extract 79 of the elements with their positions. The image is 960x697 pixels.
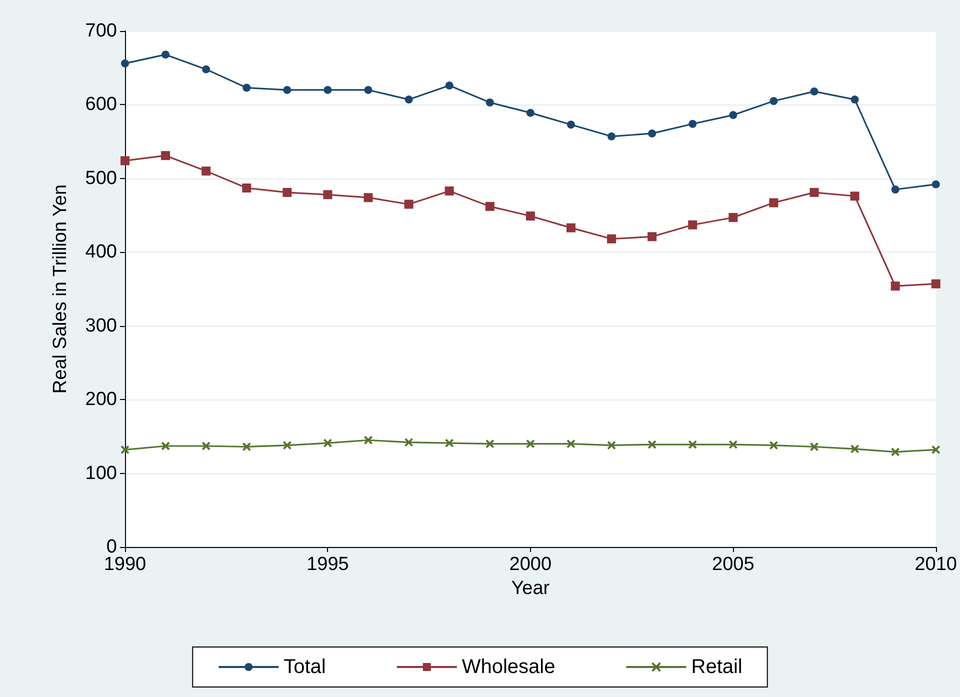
point [566, 120, 575, 129]
point [526, 439, 535, 448]
y-tick-label: 600 [85, 94, 117, 116]
point [891, 185, 900, 194]
point [202, 166, 211, 176]
point [445, 82, 454, 90]
x-axis-title: Year [511, 578, 550, 599]
y-tick-label: 500 [85, 168, 117, 189]
point [770, 97, 778, 106]
point [688, 120, 697, 128]
point [485, 439, 494, 448]
point [810, 442, 819, 452]
point [485, 202, 494, 211]
point [931, 445, 940, 454]
point [688, 220, 698, 230]
point [769, 198, 778, 208]
x-tick-label: 2005 [712, 554, 754, 575]
x-tick-label: 2010 [914, 554, 958, 575]
point [648, 129, 656, 138]
point [931, 279, 940, 288]
point [486, 98, 494, 106]
point [526, 212, 535, 221]
point [283, 86, 292, 94]
point [404, 96, 413, 104]
point [932, 180, 940, 188]
legend-label: Wholesale [462, 656, 556, 678]
point [850, 192, 860, 201]
point [242, 184, 252, 193]
point [323, 190, 332, 200]
point [364, 86, 372, 94]
point [566, 439, 576, 448]
legend-label: Retail [691, 656, 742, 678]
point [728, 212, 738, 222]
point [282, 440, 292, 450]
point [120, 156, 130, 166]
point [769, 440, 778, 450]
point [566, 223, 576, 232]
y-tick-label: 200 [85, 389, 117, 410]
point [890, 447, 900, 456]
legend-label: Total [284, 656, 326, 678]
point [404, 438, 414, 447]
point [688, 440, 698, 450]
point [404, 200, 414, 209]
point [810, 87, 818, 96]
point [121, 59, 129, 68]
y-axis-title: Real Sales in Trillion Yen [50, 184, 71, 394]
point [324, 86, 332, 94]
point [202, 442, 211, 451]
point [810, 188, 819, 197]
x-tick-label: 1995 [306, 554, 349, 575]
point [729, 111, 738, 120]
point [364, 436, 373, 445]
point [202, 65, 210, 74]
point [242, 442, 252, 452]
point [242, 84, 251, 92]
point [162, 50, 170, 59]
point [364, 193, 373, 202]
point [282, 188, 292, 197]
x-tick-label: 2000 [509, 554, 552, 575]
point [323, 438, 332, 448]
point [728, 440, 738, 450]
point [161, 442, 170, 451]
point [648, 232, 657, 242]
point [161, 151, 170, 160]
point [444, 186, 454, 196]
point [850, 444, 860, 454]
y-tick-label: 400 [85, 242, 117, 263]
point [526, 108, 534, 117]
point [120, 445, 130, 454]
point [607, 234, 616, 244]
point [444, 438, 454, 448]
y-tick-label: 300 [85, 315, 117, 336]
y-tick-label: 700 [85, 20, 117, 42]
point [648, 440, 657, 450]
point [890, 282, 900, 291]
point [607, 440, 616, 450]
y-tick-label: 100 [85, 462, 117, 484]
point [608, 132, 616, 140]
point [850, 96, 859, 104]
